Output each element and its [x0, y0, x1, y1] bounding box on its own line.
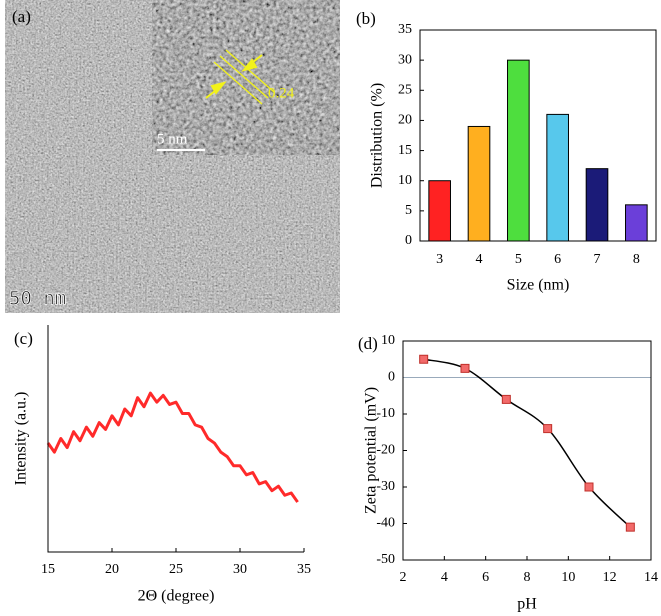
- x-tick-label: 4: [476, 252, 483, 267]
- y-tick-label: 25: [398, 83, 412, 98]
- y-tick-label: -10: [376, 406, 395, 421]
- x-tick-label: 6: [554, 252, 561, 267]
- lattice-line: [213, 61, 263, 105]
- marker: [584, 482, 594, 492]
- lattice-line: [225, 49, 275, 93]
- x-axis-title: 2Θ (degree): [138, 588, 215, 605]
- y-tick-label: 20: [398, 113, 412, 128]
- x-tick-label: 30: [233, 562, 247, 577]
- x-tick-label: 5: [515, 252, 522, 267]
- y-tick-label: 30: [398, 52, 412, 67]
- x-axis-title: pH: [517, 596, 537, 613]
- arrow-head: [210, 81, 227, 95]
- marker: [625, 522, 635, 532]
- tem-image: 0.24 5 nm (a) 50 nm: [5, 0, 340, 313]
- panel-label: (c): [14, 329, 33, 348]
- y-tick-label: -50: [376, 552, 395, 567]
- bar: [585, 168, 609, 242]
- axes: [47, 325, 304, 553]
- y-tick-label: -20: [376, 443, 395, 458]
- marker: [501, 394, 511, 404]
- lattice-lines: [213, 49, 275, 105]
- arrows: [205, 54, 263, 99]
- bar: [467, 125, 491, 242]
- y-axis-title: Intensity (a.u.): [13, 392, 30, 486]
- x-tick-label: 8: [633, 252, 640, 267]
- y-tick-label: 5: [405, 203, 412, 218]
- y-tick-label: 35: [398, 22, 412, 37]
- plot-frame: [402, 340, 652, 561]
- x-tick-label: 7: [594, 252, 601, 267]
- inset-scale-label: 5 nm: [157, 131, 188, 147]
- panel-label: (d): [358, 334, 378, 353]
- y-tick-label: 10: [381, 333, 395, 348]
- data-line: [46, 391, 299, 503]
- marker: [543, 424, 553, 434]
- x-tick-label: 2: [400, 570, 407, 585]
- arrow-head: [241, 58, 258, 72]
- y-axis-title: Zeta potential (mV): [363, 387, 380, 514]
- y-tick-label: -40: [376, 516, 395, 531]
- lattice-spacing: 0.24: [268, 85, 295, 101]
- lattice-line: [219, 55, 269, 99]
- x-axis-title: Size (nm): [507, 277, 570, 294]
- bar: [428, 180, 451, 242]
- x-tick-label: 6: [482, 570, 489, 585]
- scale-bar-label: 50 nm: [9, 288, 66, 310]
- panel-label: (a): [12, 7, 31, 26]
- bar: [546, 113, 569, 242]
- x-tick-label: 20: [105, 562, 119, 577]
- data-line: [423, 358, 631, 528]
- x-tick-label: 25: [169, 562, 183, 577]
- x-tick-label: 15: [41, 562, 55, 577]
- x-tick-label: 3: [436, 252, 443, 267]
- x-tick-label: 14: [644, 570, 658, 585]
- x-tick-label: 4: [441, 570, 448, 585]
- x-tick-label: 35: [297, 562, 311, 577]
- y-tick-label: 10: [398, 173, 412, 188]
- hrtem-inset: [152, 0, 340, 155]
- y-tick-label: 15: [398, 143, 412, 158]
- y-axis-title: Distribution (%): [369, 83, 386, 188]
- marker: [460, 363, 470, 373]
- x-tick-label: 12: [603, 570, 617, 585]
- y-tick-label: 0: [405, 233, 412, 248]
- y-tick-label: -30: [376, 479, 395, 494]
- y-tick-label: 0: [388, 370, 395, 385]
- x-tick-label: 10: [561, 570, 575, 585]
- plot-frame: [419, 29, 657, 242]
- bar: [625, 204, 648, 242]
- x-tick-label: 8: [524, 570, 531, 585]
- marker: [419, 354, 429, 364]
- panel-label: (b): [356, 9, 376, 28]
- bar: [507, 59, 530, 242]
